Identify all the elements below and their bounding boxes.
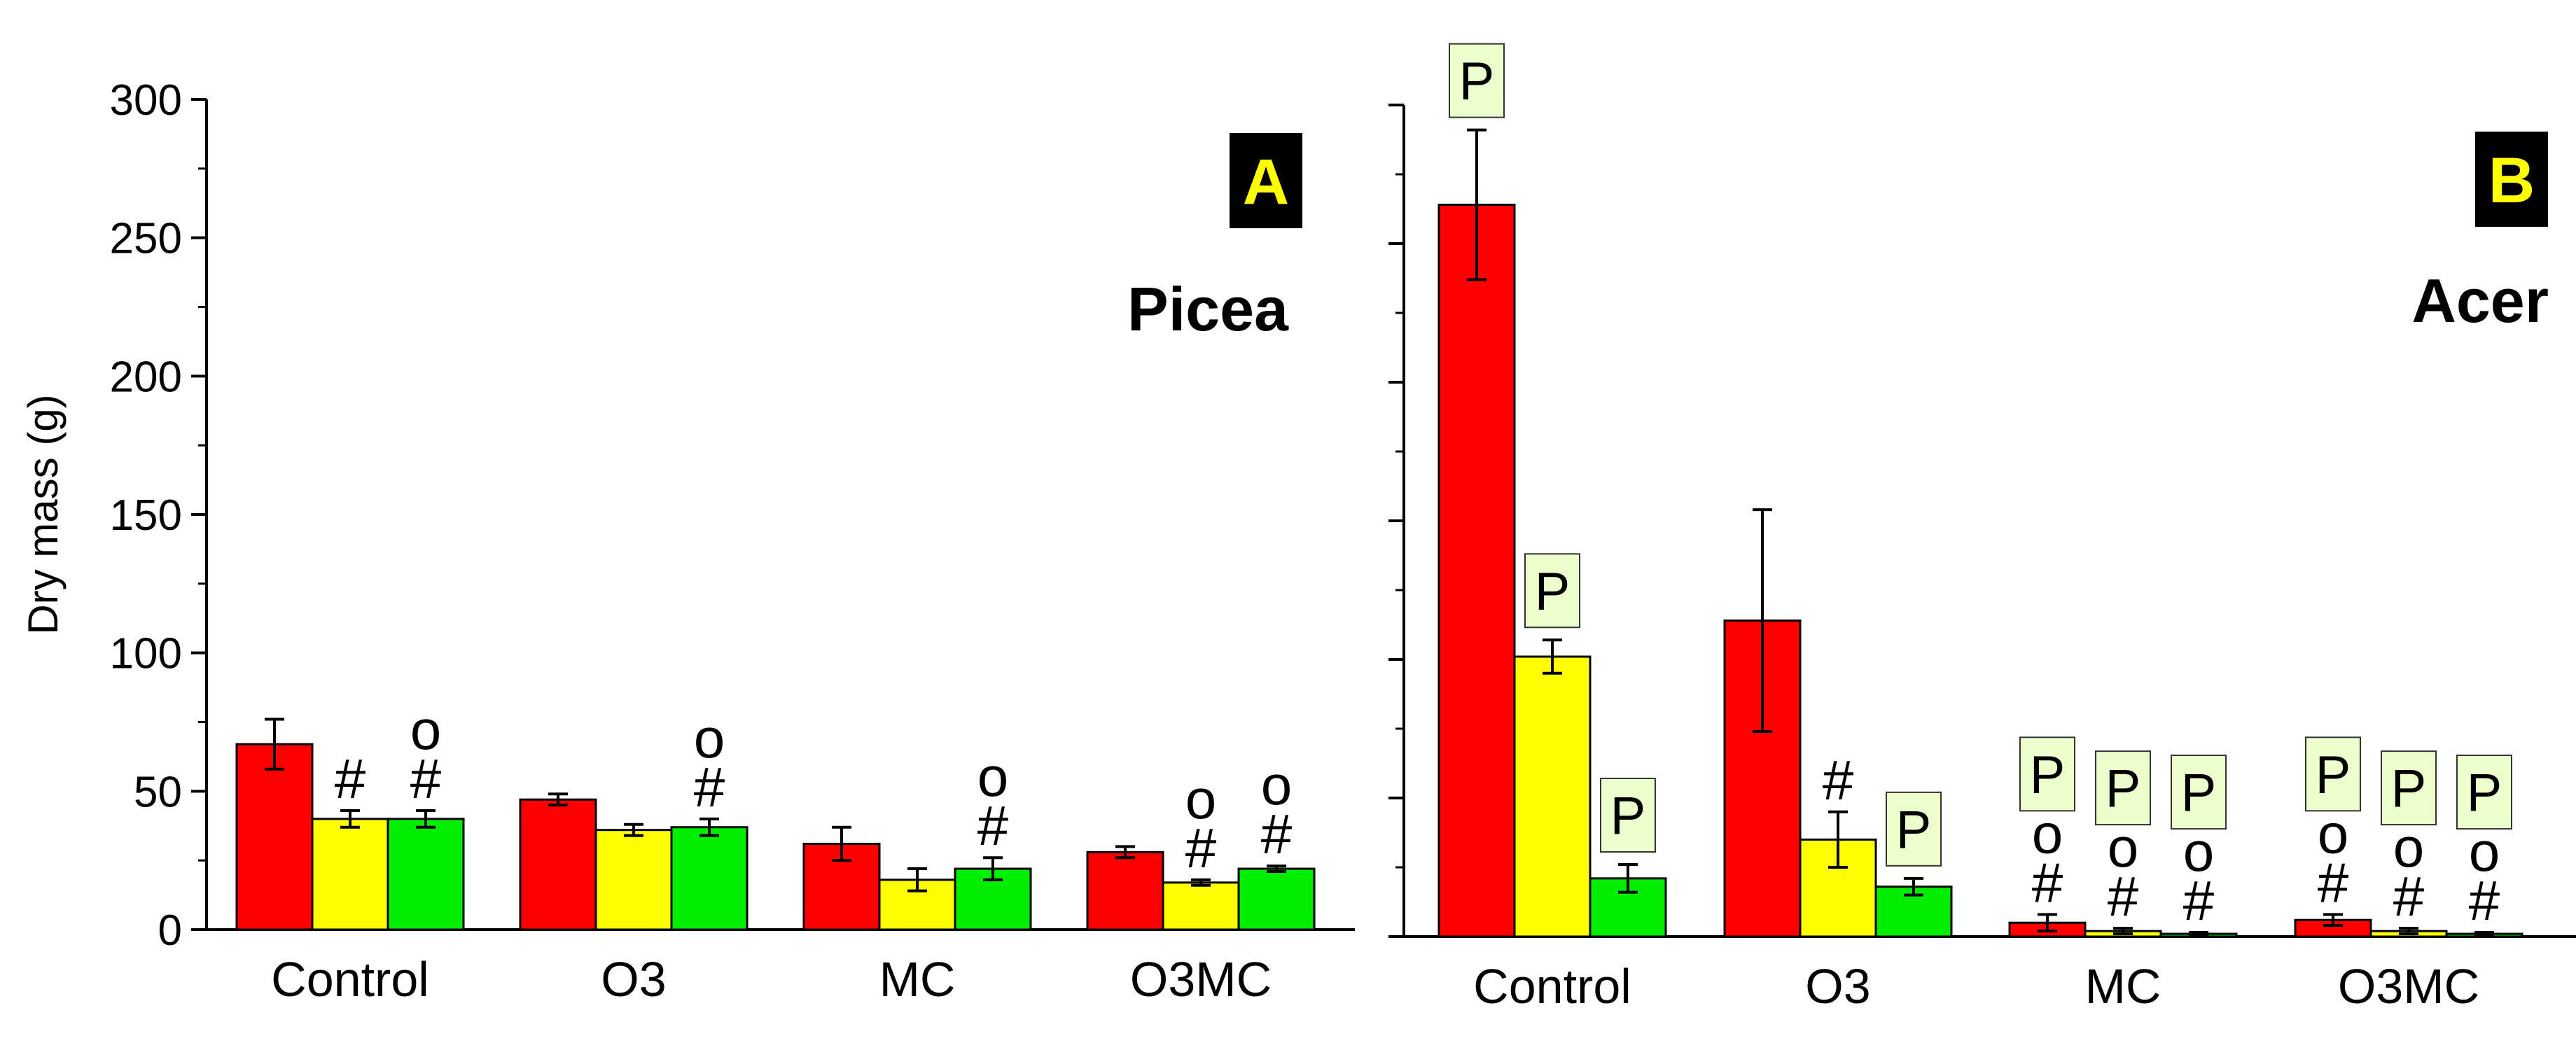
- hash-annotation: #: [2183, 869, 2215, 932]
- hash-annotation: #: [977, 794, 1009, 857]
- p-annotation-box: [2305, 736, 2361, 812]
- bar: [1162, 881, 1240, 931]
- panel-letter-box: [1230, 133, 1302, 228]
- p-annotation: P: [2391, 760, 2427, 819]
- panel-letter: A: [1243, 146, 1289, 218]
- y-tick-label: 150: [110, 491, 182, 540]
- hash-annotation: #: [694, 756, 725, 818]
- x-category-label: O3MC: [1130, 952, 1272, 1007]
- bar: [670, 826, 749, 931]
- bar: [1513, 655, 1592, 938]
- o-annotation: o: [2032, 802, 2063, 864]
- p-annotation-box: [1449, 43, 1505, 118]
- p-annotation: P: [2105, 760, 2141, 819]
- p-annotation-box: [2019, 736, 2075, 812]
- bar: [1437, 204, 1516, 938]
- p-annotation: P: [2181, 764, 2217, 823]
- bar: [387, 818, 465, 931]
- p-annotation: P: [1610, 787, 1646, 846]
- x-category-label: O3: [1805, 959, 1870, 1014]
- species-label: Acer: [2411, 266, 2549, 335]
- o-annotation: o: [410, 699, 442, 761]
- o-annotation: o: [694, 707, 725, 769]
- y-tick-label: 300: [110, 76, 182, 125]
- o-annotation: o: [977, 746, 1009, 808]
- o-annotation: o: [1185, 768, 1217, 830]
- bar: [519, 798, 597, 931]
- x-category-label: MC: [2085, 959, 2161, 1014]
- y-tick-label: 250: [110, 215, 182, 263]
- y-tick-label: 200: [110, 353, 182, 401]
- hash-annotation: #: [2318, 851, 2349, 913]
- panel-letter-box: [2475, 132, 2548, 227]
- y-tick-label: 0: [158, 906, 182, 955]
- x-category-label: Control: [271, 952, 429, 1007]
- p-annotation-box: [1524, 553, 1580, 629]
- o-annotation: o: [2183, 820, 2215, 883]
- o-annotation: o: [1261, 754, 1293, 816]
- hash-annotation: #: [1823, 749, 1854, 811]
- p-annotation-box: [2456, 755, 2512, 830]
- p-annotation: P: [2467, 764, 2502, 823]
- p-annotation-box: [1600, 778, 1656, 853]
- bar: [594, 829, 673, 931]
- y-tick-label: 50: [134, 768, 182, 816]
- x-category-label: MC: [879, 952, 956, 1007]
- hash-annotation: #: [2469, 869, 2500, 932]
- p-annotation-box: [1886, 791, 1942, 867]
- p-annotation: P: [2316, 746, 2351, 805]
- hash-annotation: #: [1185, 817, 1217, 879]
- hash-annotation: #: [2108, 865, 2139, 927]
- hash-annotation: #: [1261, 803, 1293, 865]
- hash-annotation: #: [2393, 865, 2425, 927]
- hash-annotation: #: [2032, 851, 2063, 913]
- x-category-label: O3MC: [2338, 959, 2479, 1014]
- bar: [235, 743, 314, 931]
- y-tick-label: 100: [110, 630, 182, 678]
- p-annotation-box: [2171, 755, 2227, 830]
- o-annotation: o: [2318, 802, 2349, 864]
- species-label: Picea: [1127, 274, 1289, 344]
- o-annotation: o: [2108, 816, 2139, 878]
- panel-letter: B: [2488, 145, 2535, 216]
- o-annotation: o: [2393, 816, 2425, 878]
- p-annotation: P: [1535, 562, 1571, 622]
- p-annotation-box: [2095, 750, 2151, 826]
- x-category-label: O3: [601, 952, 666, 1007]
- bar: [1237, 867, 1316, 931]
- hash-annotation: #: [410, 748, 442, 810]
- bar: [311, 818, 389, 931]
- bar: [1086, 850, 1164, 931]
- p-annotation: P: [2030, 746, 2066, 805]
- p-annotation-box: [2381, 750, 2437, 826]
- o-annotation: o: [2469, 820, 2500, 883]
- x-category-label: Control: [1473, 959, 1631, 1014]
- y-axis-label: Dry mass (g): [20, 394, 67, 634]
- p-annotation: P: [1459, 52, 1495, 111]
- hash-annotation: #: [335, 748, 366, 810]
- p-annotation: P: [1896, 800, 1932, 860]
